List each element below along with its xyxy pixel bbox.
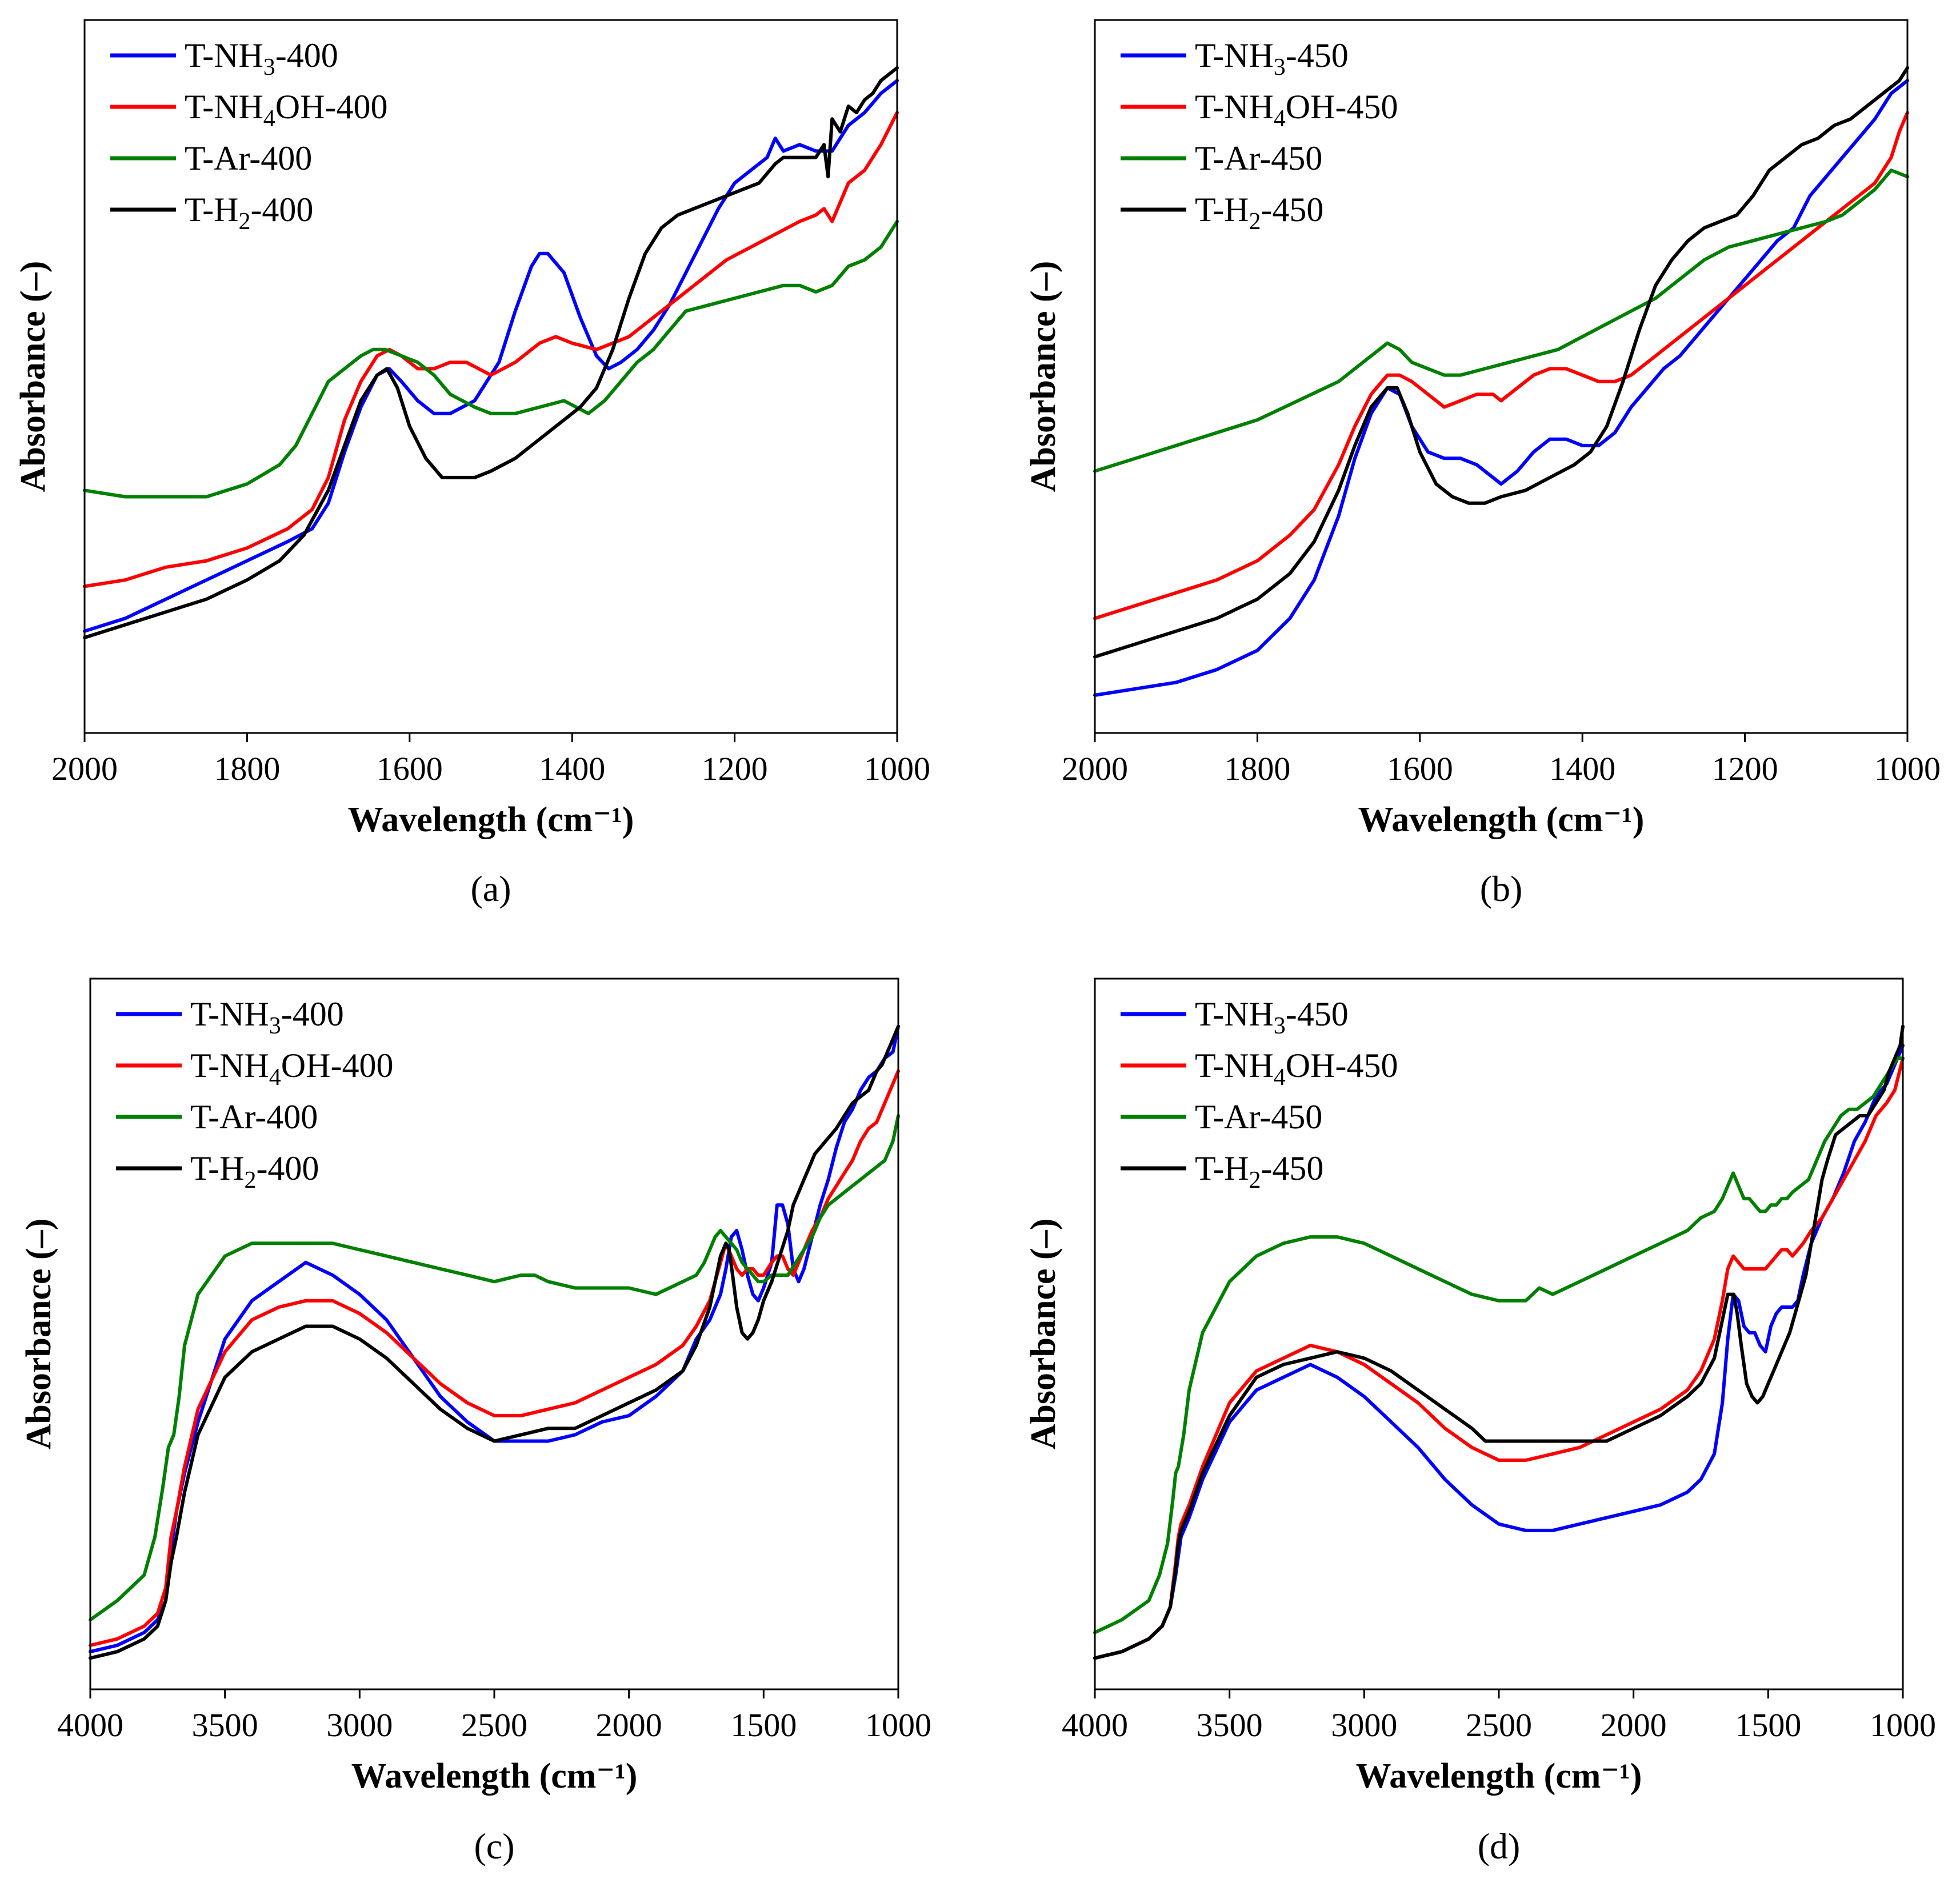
x-tick-label: 1800: [214, 750, 280, 787]
x-axis-title: Wavelength (cm⁻¹): [348, 800, 634, 839]
x-tick-label: 2000: [1601, 1706, 1667, 1744]
x-tick-label: 2000: [51, 750, 118, 787]
legend: T-NH3-400 T-NH4OH-400 T-Ar-400 T-H2-400: [116, 995, 393, 1193]
series-line-T-H2-400: [83, 66, 899, 639]
y-axis-title: Absorbance (–): [1024, 261, 1063, 492]
plot-frame: [89, 977, 899, 1690]
x-tick-label: 3500: [192, 1706, 258, 1744]
panel-c: 4000 3500 3000 2500 2000 1500 1000 Wavelength (…: [19, 977, 931, 1866]
panel-d: 4000 3500 3000 2500 2000 1500 1000 Wavelength (…: [1024, 977, 1936, 1866]
x-axis-title: Wavelength (cm⁻¹): [1358, 800, 1645, 839]
x-tick-label: 3000: [326, 1706, 393, 1744]
x-tick-label: 1600: [1387, 750, 1453, 787]
x-tick-label: 2000: [1062, 750, 1128, 787]
legend-label: T-NH3-450: [1195, 995, 1349, 1039]
legend-label: T-H2-400: [190, 1149, 319, 1193]
legend: T-NH3-450 T-NH4OH-450 T-Ar-450 T-H2-450: [1121, 37, 1398, 235]
x-tick-label: 3000: [1331, 1706, 1397, 1744]
x-tick-label: 4000: [57, 1706, 123, 1744]
legend-label: T-Ar-450: [1195, 139, 1322, 177]
x-axis-title: Wavelength (cm⁻¹): [1356, 1757, 1642, 1796]
y-axis-title: Absorbance (–): [1024, 1219, 1063, 1450]
y-axis-title: Absorbance (–): [19, 1219, 58, 1450]
x-tick-label: 1400: [539, 750, 605, 787]
series-line-T-NH4OH-450: [1093, 111, 1909, 620]
series-line-T-NH3-400: [89, 1024, 900, 1654]
series-line-T-Ar-450: [1093, 1056, 1905, 1634]
x-tick-label: 1600: [377, 750, 443, 787]
series-line-T-H2-400: [89, 1024, 900, 1660]
legend-label: T-Ar-400: [190, 1098, 318, 1136]
legend-label: T-Ar-400: [185, 139, 312, 177]
legend-label: T-H2-400: [185, 191, 313, 235]
x-tick-label: 1000: [1874, 750, 1941, 787]
legend-label: T-NH3-400: [190, 995, 344, 1039]
x-tick-label: 1000: [864, 750, 930, 787]
x-tick-label: 4000: [1062, 1706, 1128, 1744]
legend-label: T-NH4OH-450: [1195, 1047, 1398, 1091]
legend-label: T-Ar-450: [1195, 1098, 1322, 1136]
x-tick-label: 2500: [461, 1706, 527, 1744]
x-tick-label: 1000: [1870, 1706, 1936, 1744]
panel-label: (d): [1478, 1826, 1521, 1866]
panel-label: (a): [470, 868, 511, 909]
x-tick-label: 1000: [865, 1706, 931, 1744]
x-tick-label: 1800: [1224, 750, 1290, 787]
x-tick-label: 2500: [1466, 1706, 1532, 1744]
x-tick-label: 1500: [1735, 1706, 1801, 1744]
series-line-T-Ar-400: [83, 219, 899, 499]
legend-label: T-H2-450: [1195, 191, 1323, 235]
legend-label: T-NH4OH-450: [1195, 88, 1398, 132]
x-tick-label: 3500: [1197, 1706, 1263, 1744]
legend: T-NH3-400 T-NH4OH-400 T-Ar-400 T-H2-400: [110, 37, 387, 235]
series-line-T-NH3-400: [83, 79, 899, 633]
x-tick-label: 1200: [1712, 750, 1778, 787]
series-line-T-Ar-450: [1093, 169, 1909, 473]
series-line-T-H2-450: [1093, 66, 1909, 659]
series-line-T-NH4OH-400: [83, 111, 899, 588]
legend-label: T-NH3-400: [185, 37, 338, 81]
x-tick-label: 1400: [1549, 750, 1615, 787]
x-tick-label: 2000: [596, 1706, 662, 1744]
plot-frame: [83, 19, 898, 734]
panel-b: 2000 1800 1600 1400 1200 1000 Wavelength (cm⁻¹…: [1024, 19, 1941, 909]
legend: T-NH3-450 T-NH4OH-450 T-Ar-450 T-H2-450: [1121, 995, 1398, 1193]
series-line-T-H2-450: [1093, 1024, 1905, 1660]
x-tick-label: 1500: [730, 1706, 797, 1744]
x-axis-title: Wavelength (cm⁻¹): [351, 1757, 638, 1796]
panel-label: (b): [1480, 868, 1523, 909]
series-line-T-NH4OH-450: [1093, 1056, 1905, 1660]
plot-frame: [1094, 977, 1904, 1690]
legend-label: T-NH3-450: [1195, 37, 1349, 81]
plot-frame: [1094, 19, 1909, 734]
panel-a: 2000 1800 1600 1400 1200 1000 Wavelength (cm⁻¹…: [14, 19, 930, 909]
series-line-T-Ar-400: [89, 1113, 900, 1622]
x-tick-label: 1200: [702, 750, 768, 787]
legend-label: T-H2-450: [1195, 1149, 1323, 1193]
panel-label: (c): [474, 1826, 514, 1866]
legend-label: T-NH4OH-400: [190, 1047, 393, 1091]
legend-label: T-NH4OH-400: [185, 88, 387, 132]
y-axis-title: Absorbance (–): [14, 261, 53, 492]
